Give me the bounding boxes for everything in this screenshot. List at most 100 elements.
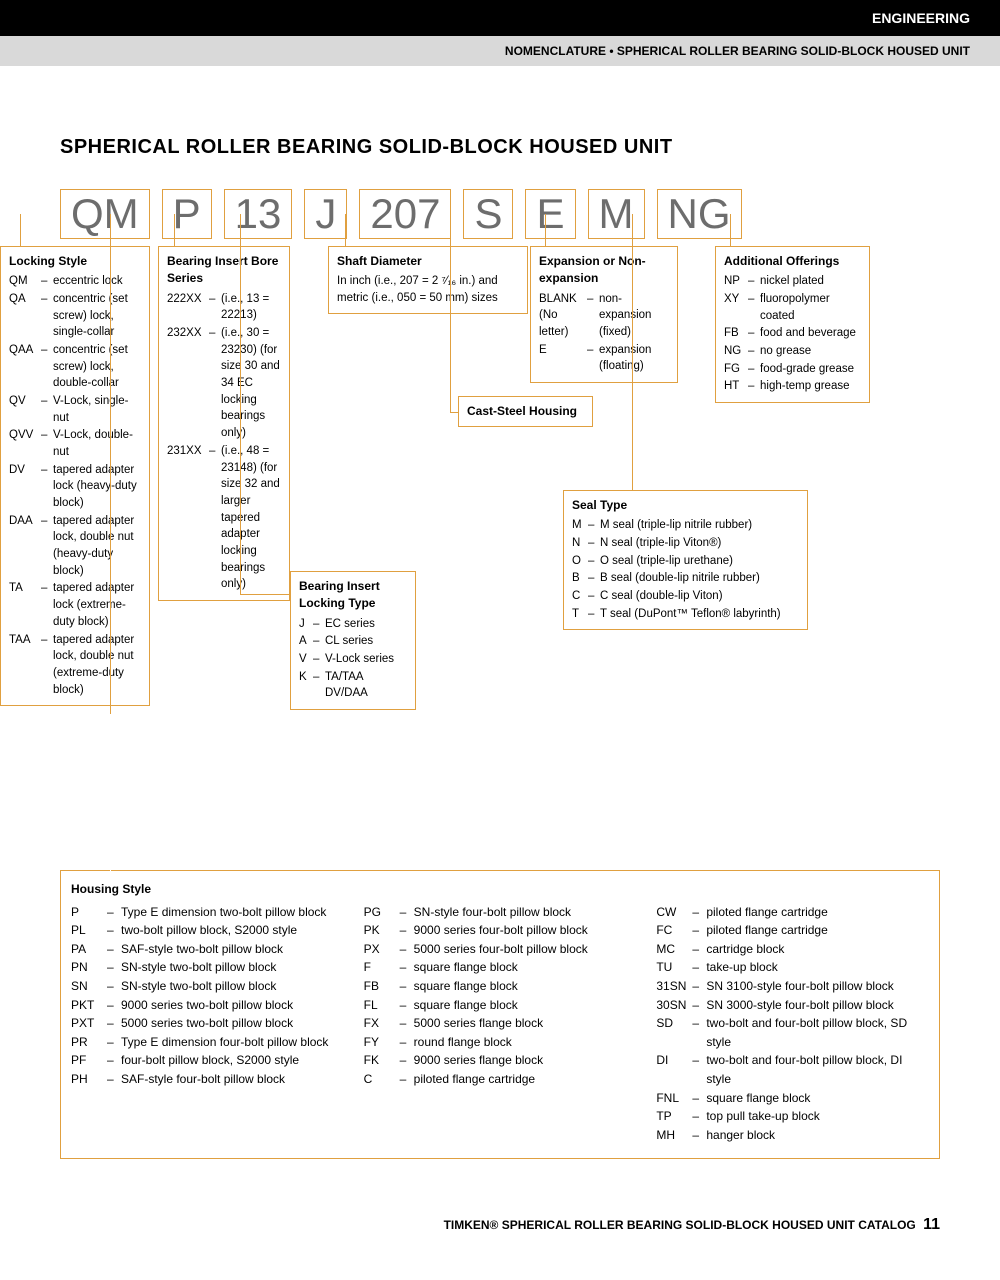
list-item: CW – piloted flange cartridge	[656, 903, 929, 922]
item-value: 9000 series flange block	[414, 1051, 637, 1070]
list-item: FNL – square flange block	[656, 1089, 929, 1108]
bore-series-title: Bearing Insert Bore Series	[167, 253, 281, 288]
list-item: E – expansion(floating)	[539, 342, 669, 375]
item-key: C	[364, 1070, 400, 1089]
list-item: TAA – tapered adapter lock, double nut (…	[9, 632, 141, 699]
list-item: PXT – 5000 series two-bolt pillow block	[71, 1014, 344, 1033]
item-value: T seal (DuPont™ Teflon® labyrinth)	[600, 606, 799, 623]
item-key: J	[299, 616, 313, 633]
list-item: QM – eccentric lock	[9, 273, 141, 290]
code-box-207: 207	[359, 189, 451, 239]
code-box-p: P	[162, 189, 212, 239]
item-value: 5000 series four-bolt pillow block	[414, 940, 637, 959]
list-item: PK – 9000 series four-bolt pillow block	[364, 921, 637, 940]
list-item: PL – two-bolt pillow block, S2000 style	[71, 921, 344, 940]
item-key: QA	[9, 291, 41, 341]
item-value: eccentric lock	[53, 273, 141, 290]
list-item: TU – take-up block	[656, 958, 929, 977]
item-value: (i.e., 48 = 23148) (for size 32 and larg…	[221, 443, 281, 593]
list-item: V – V-Lock series	[299, 651, 407, 668]
item-key: PKT	[71, 996, 107, 1015]
item-key: F	[364, 958, 400, 977]
cast-steel-title: Cast-Steel Housing	[467, 403, 584, 420]
list-item: XY – fluoropolymer coated	[724, 291, 861, 324]
item-key: B	[572, 570, 588, 587]
item-key: NP	[724, 273, 748, 290]
housing-top-right	[111, 870, 940, 871]
item-key: BLANK(Noletter)	[539, 291, 587, 341]
list-item: FG – food-grade grease	[724, 361, 861, 378]
item-value: tapered adapter lock (heavy-duty block)	[53, 462, 141, 512]
bore-series-box: Bearing Insert Bore Series 222XX – (i.e.…	[158, 246, 290, 601]
item-key: FNL	[656, 1089, 692, 1108]
list-item: B – B seal (double-lip nitrile rubber)	[572, 570, 799, 587]
locking-style-box: Locking Style QM – eccentric lock QA – c…	[0, 246, 150, 706]
list-item: PN – SN-style two-bolt pillow block	[71, 958, 344, 977]
item-value: food-grade grease	[760, 361, 861, 378]
item-value: tapered adapter lock (extreme-duty block…	[53, 580, 141, 630]
item-value: square flange block	[414, 958, 637, 977]
item-value: top pull take-up block	[706, 1107, 929, 1126]
shaft-diameter-text: In inch (i.e., 207 = 2 ⁷⁄₁₆ in.) and met…	[337, 273, 519, 306]
expansion-title: Expansion or Non-expansion	[539, 253, 669, 288]
item-key: FB	[364, 977, 400, 996]
item-value: tapered adapter lock, double nut (extrem…	[53, 632, 141, 699]
leader-s-v	[450, 214, 451, 412]
item-key: 222XX	[167, 291, 209, 324]
item-key: SN	[71, 977, 107, 996]
list-item: FB – square flange block	[364, 977, 637, 996]
shaft-diameter-title: Shaft Diameter	[337, 253, 519, 270]
item-key: TU	[656, 958, 692, 977]
item-value: two-bolt and four-bolt pillow block, DI …	[706, 1051, 929, 1088]
list-item: PG – SN-style four-bolt pillow block	[364, 903, 637, 922]
code-box-s: S	[463, 189, 513, 239]
list-item: QV – V-Lock, single-nut	[9, 393, 141, 426]
item-value: nickel plated	[760, 273, 861, 290]
item-key: T	[572, 606, 588, 623]
list-item: 232XX – (i.e., 30 = 23230) (for size 30 …	[167, 325, 281, 442]
list-item: 31SN – SN 3100-style four-bolt pillow bl…	[656, 977, 929, 996]
footer-page: 11	[923, 1216, 940, 1233]
seal-type-group: Seal Type M – M seal (triple-lip nitrile…	[563, 490, 808, 630]
item-value: round flange block	[414, 1033, 637, 1052]
cast-steel-group: Cast-Steel Housing	[458, 396, 593, 427]
item-key: PG	[364, 903, 400, 922]
item-value: SN 3000-style four-bolt pillow block	[706, 996, 929, 1015]
item-key: V	[299, 651, 313, 668]
item-key: PN	[71, 958, 107, 977]
item-value: CL series	[325, 633, 407, 650]
item-value: cartridge block	[706, 940, 929, 959]
housing-col-3: CW – piloted flange cartridge FC – pilot…	[656, 903, 929, 1145]
list-item: M – M seal (triple-lip nitrile rubber)	[572, 517, 799, 534]
item-key: NG	[724, 343, 748, 360]
code-box-m: M	[588, 189, 645, 239]
list-item: F – square flange block	[364, 958, 637, 977]
list-item: FC – piloted flange cartridge	[656, 921, 929, 940]
item-value: SN 3100-style four-bolt pillow block	[706, 977, 929, 996]
item-key: N	[572, 535, 588, 552]
leader-m	[632, 214, 633, 490]
seal-type-list: M – M seal (triple-lip nitrile rubber) N…	[572, 517, 799, 622]
list-item: BLANK(Noletter) – non-expansion(fixed)	[539, 291, 669, 341]
item-value: fluoropolymer coated	[760, 291, 861, 324]
code-box-13: 13	[224, 189, 293, 239]
list-item: FK – 9000 series flange block	[364, 1051, 637, 1070]
item-key: P	[71, 903, 107, 922]
item-key: TAA	[9, 632, 41, 699]
locking-style-title: Locking Style	[9, 253, 141, 270]
list-item: PR – Type E dimension four-bolt pillow b…	[71, 1033, 344, 1052]
item-value: two-bolt and four-bolt pillow block, SD …	[706, 1014, 929, 1051]
item-key: PH	[71, 1070, 107, 1089]
item-value: square flange block	[414, 996, 637, 1015]
item-value: V-Lock, single-nut	[53, 393, 141, 426]
expansion-group: Expansion or Non-expansion BLANK(Nolette…	[530, 246, 678, 383]
page-title: SPHERICAL ROLLER BEARING SOLID-BLOCK HOU…	[60, 136, 940, 159]
locking-type-group: Bearing Insert Locking Type J – EC serie…	[290, 571, 416, 710]
item-value: hanger block	[706, 1126, 929, 1145]
item-value: 9000 series two-bolt pillow block	[121, 996, 344, 1015]
code-box-j: J	[304, 189, 347, 239]
expansion-box: Expansion or Non-expansion BLANK(Nolette…	[530, 246, 678, 383]
list-item: T – T seal (DuPont™ Teflon® labyrinth)	[572, 606, 799, 623]
item-value: (i.e., 13 = 22213)	[221, 291, 281, 324]
item-value: concentric (set screw) lock, single-coll…	[53, 291, 141, 341]
